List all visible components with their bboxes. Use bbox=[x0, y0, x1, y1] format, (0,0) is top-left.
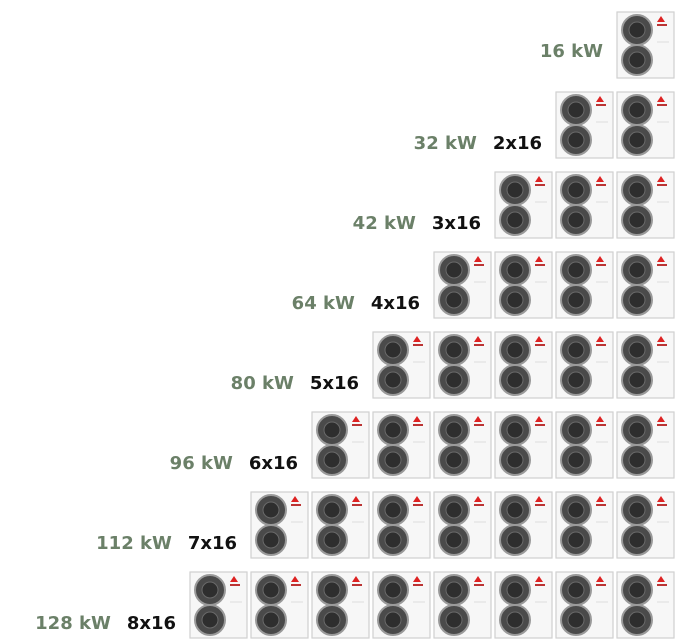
power-label: 112 kW bbox=[96, 533, 172, 554]
combo-label: 2x16 bbox=[493, 133, 542, 154]
outdoor-unit bbox=[250, 491, 309, 559]
outdoor-unit bbox=[311, 411, 370, 479]
outdoor-unit bbox=[372, 331, 431, 399]
combo-label: 5x16 bbox=[310, 373, 359, 394]
outdoor-unit bbox=[494, 171, 553, 239]
outdoor-unit bbox=[372, 491, 431, 559]
outdoor-unit bbox=[555, 171, 614, 239]
combo-label: 6x16 bbox=[249, 453, 298, 474]
outdoor-unit bbox=[433, 251, 492, 319]
outdoor-unit bbox=[433, 331, 492, 399]
outdoor-unit bbox=[494, 571, 553, 639]
outdoor-unit bbox=[616, 411, 675, 479]
outdoor-unit bbox=[494, 411, 553, 479]
outdoor-unit bbox=[250, 571, 309, 639]
outdoor-unit bbox=[494, 251, 553, 319]
power-label: 128 kW bbox=[35, 613, 111, 634]
power-label: 32 kW bbox=[414, 133, 477, 154]
combo-label: 3x16 bbox=[432, 213, 481, 234]
outdoor-unit bbox=[616, 251, 675, 319]
outdoor-unit bbox=[555, 251, 614, 319]
power-label: 64 kW bbox=[292, 293, 355, 314]
combo-label: 4x16 bbox=[371, 293, 420, 314]
outdoor-unit bbox=[555, 91, 614, 159]
outdoor-unit bbox=[311, 571, 370, 639]
outdoor-unit bbox=[494, 331, 553, 399]
outdoor-unit bbox=[616, 171, 675, 239]
combo-label: 7x16 bbox=[188, 533, 237, 554]
outdoor-unit bbox=[433, 411, 492, 479]
combo-label: 8x16 bbox=[127, 613, 176, 634]
outdoor-unit bbox=[616, 11, 675, 79]
outdoor-unit bbox=[555, 491, 614, 559]
outdoor-unit bbox=[616, 571, 675, 639]
outdoor-unit bbox=[555, 331, 614, 399]
outdoor-unit bbox=[616, 91, 675, 159]
outdoor-unit bbox=[372, 411, 431, 479]
outdoor-unit bbox=[555, 411, 614, 479]
outdoor-unit bbox=[189, 571, 248, 639]
power-label: 80 kW bbox=[231, 373, 294, 394]
outdoor-unit bbox=[616, 331, 675, 399]
outdoor-unit bbox=[311, 491, 370, 559]
outdoor-unit bbox=[372, 571, 431, 639]
outdoor-unit bbox=[433, 491, 492, 559]
power-label: 16 kW bbox=[540, 41, 603, 62]
outdoor-unit bbox=[433, 571, 492, 639]
outdoor-unit bbox=[555, 571, 614, 639]
power-label: 42 kW bbox=[353, 213, 416, 234]
outdoor-unit bbox=[616, 491, 675, 559]
power-label: 96 kW bbox=[170, 453, 233, 474]
outdoor-unit bbox=[494, 491, 553, 559]
